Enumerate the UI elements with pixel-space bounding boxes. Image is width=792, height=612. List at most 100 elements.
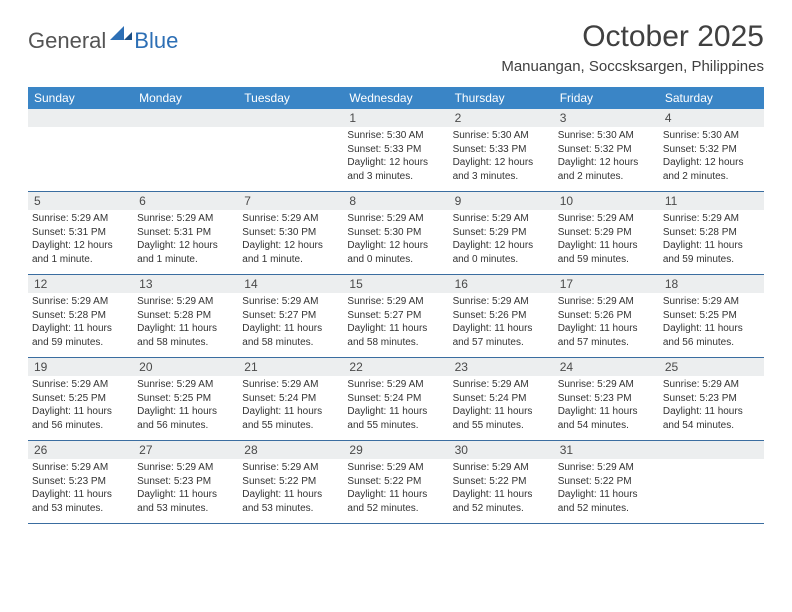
sunrise-text: Sunrise: 5:29 AM (347, 212, 444, 226)
day-cell: 31Sunrise: 5:29 AMSunset: 5:22 PMDayligh… (554, 441, 659, 523)
sunset-text: Sunset: 5:23 PM (32, 475, 129, 489)
day-number: 20 (133, 358, 238, 376)
sunset-text: Sunset: 5:22 PM (558, 475, 655, 489)
daylight-text: Daylight: 11 hours and 58 minutes. (137, 322, 234, 349)
day-cell: 15Sunrise: 5:29 AMSunset: 5:27 PMDayligh… (343, 275, 448, 357)
daylight-text: Daylight: 11 hours and 58 minutes. (242, 322, 339, 349)
sunset-text: Sunset: 5:27 PM (242, 309, 339, 323)
day-cell: 26Sunrise: 5:29 AMSunset: 5:23 PMDayligh… (28, 441, 133, 523)
sunrise-text: Sunrise: 5:30 AM (558, 129, 655, 143)
sunset-text: Sunset: 5:30 PM (347, 226, 444, 240)
sunset-text: Sunset: 5:28 PM (137, 309, 234, 323)
sunset-text: Sunset: 5:24 PM (347, 392, 444, 406)
sunrise-text: Sunrise: 5:29 AM (347, 295, 444, 309)
sunset-text: Sunset: 5:24 PM (453, 392, 550, 406)
daylight-text: Daylight: 11 hours and 57 minutes. (558, 322, 655, 349)
day-cell: 2Sunrise: 5:30 AMSunset: 5:33 PMDaylight… (449, 109, 554, 191)
sunrise-text: Sunrise: 5:30 AM (347, 129, 444, 143)
sunset-text: Sunset: 5:25 PM (663, 309, 760, 323)
sunset-text: Sunset: 5:31 PM (32, 226, 129, 240)
day-cell: 16Sunrise: 5:29 AMSunset: 5:26 PMDayligh… (449, 275, 554, 357)
day-number: 23 (449, 358, 554, 376)
day-cell: 1Sunrise: 5:30 AMSunset: 5:33 PMDaylight… (343, 109, 448, 191)
sunset-text: Sunset: 5:31 PM (137, 226, 234, 240)
daylight-text: Daylight: 11 hours and 59 minutes. (558, 239, 655, 266)
sunrise-text: Sunrise: 5:29 AM (242, 378, 339, 392)
logo-mark-icon (110, 26, 132, 45)
week-row: 26 Sunrise: 5:29 AM Sunset: 5:23 PM Dayligh… (28, 441, 764, 524)
day-number: 26 (28, 441, 133, 459)
day-cell: 8Sunrise: 5:29 AMSunset: 5:30 PMDaylight… (343, 192, 448, 274)
day-cell: 17Sunrise: 5:29 AMSunset: 5:26 PMDayligh… (554, 275, 659, 357)
week-row: 5 Sunrise: 5:29 AM Sunset: 5:31 PM Daylight… (28, 192, 764, 275)
daylight-text: Daylight: 12 hours and 2 minutes. (663, 156, 760, 183)
day-cell: 28 Sunrise: 5:29 AMSunset: 5:22 PMDayligh… (238, 441, 343, 523)
header: General Blue October 2025 Manuangan, Soc… (28, 20, 764, 81)
sunrise-text: Sunrise: 5:29 AM (558, 461, 655, 475)
day-number: 3 (554, 109, 659, 127)
sunset-text: Sunset: 5:22 PM (242, 475, 339, 489)
sunset-text: Sunset: 5:29 PM (558, 226, 655, 240)
daylight-text: Daylight: 11 hours and 56 minutes. (137, 405, 234, 432)
calendar-grid: SundayMondayTuesdayWednesdayThursdayFrid… (28, 87, 764, 524)
day-number-empty (238, 109, 343, 127)
day-cell: 12Sunrise: 5:29 AMSunset: 5:28 PMDayligh… (28, 275, 133, 357)
day-number: 19 (28, 358, 133, 376)
day-cell: 25Sunrise: 5:29 AMSunset: 5:23 PMDayligh… (659, 358, 764, 440)
sunset-text: Sunset: 5:26 PM (453, 309, 550, 323)
weekday-header: Saturday (659, 87, 764, 109)
daylight-text: Daylight: 11 hours and 54 minutes. (558, 405, 655, 432)
sunrise-text: Sunrise: 5:29 AM (242, 295, 339, 309)
day-cell: 20Sunrise: 5:29 AMSunset: 5:25 PMDayligh… (133, 358, 238, 440)
daylight-text: Daylight: 11 hours and 53 minutes. (242, 488, 339, 515)
sunset-text: Sunset: 5:30 PM (242, 226, 339, 240)
sunset-text: Sunset: 5:32 PM (558, 143, 655, 157)
weeks-container: 1Sunrise: 5:30 AMSunset: 5:33 PMDaylight… (28, 109, 764, 524)
day-number: 4 (659, 109, 764, 127)
week-row: 12Sunrise: 5:29 AMSunset: 5:28 PMDayligh… (28, 275, 764, 358)
day-number: 28 (238, 441, 343, 459)
sunset-text: Sunset: 5:33 PM (347, 143, 444, 157)
sunset-text: Sunset: 5:24 PM (242, 392, 339, 406)
weekday-header: Friday (554, 87, 659, 109)
sunrise-text: Sunrise: 5:30 AM (663, 129, 760, 143)
sunset-text: Sunset: 5:33 PM (453, 143, 550, 157)
day-number-empty (133, 109, 238, 127)
day-cell: 22Sunrise: 5:29 AMSunset: 5:24 PMDayligh… (343, 358, 448, 440)
day-cell (659, 441, 764, 523)
day-number: 25 (659, 358, 764, 376)
weekday-header: Sunday (28, 87, 133, 109)
daylight-text: Daylight: 11 hours and 52 minutes. (453, 488, 550, 515)
day-cell: 14 Sunrise: 5:29 AMSunset: 5:27 PMDayligh… (238, 275, 343, 357)
sunrise-text: Sunrise: 5:29 AM (663, 378, 760, 392)
day-cell: 21Sunrise: 5:29 AMSunset: 5:24 PMDayligh… (238, 358, 343, 440)
sunrise-text: Sunrise: 5:29 AM (558, 378, 655, 392)
sunset-text: Sunset: 5:25 PM (137, 392, 234, 406)
title-block: October 2025 Manuangan, Soccsksargen, Ph… (501, 20, 764, 81)
day-cell: 9Sunrise: 5:29 AMSunset: 5:29 PMDaylight… (449, 192, 554, 274)
day-number: 5 (28, 192, 133, 210)
day-number: 8 (343, 192, 448, 210)
sunrise-text: Sunrise: 5:29 AM (663, 212, 760, 226)
day-cell (238, 109, 343, 191)
sunset-text: Sunset: 5:27 PM (347, 309, 444, 323)
daylight-text: Daylight: 12 hours and 3 minutes. (347, 156, 444, 183)
day-cell: 11Sunrise: 5:29 AMSunset: 5:28 PMDayligh… (659, 192, 764, 274)
daylight-text: Daylight: 11 hours and 55 minutes. (347, 405, 444, 432)
day-cell: 23Sunrise: 5:29 AMSunset: 5:24 PMDayligh… (449, 358, 554, 440)
day-cell: 5Sunrise: 5:29 AMSunset: 5:31 PMDaylight… (28, 192, 133, 274)
sunset-text: Sunset: 5:28 PM (663, 226, 760, 240)
day-number: 31 (554, 441, 659, 459)
day-number: 14 (238, 275, 343, 293)
daylight-text: Daylight: 11 hours and 59 minutes. (663, 239, 760, 266)
day-cell: 24Sunrise: 5:29 AMSunset: 5:23 PMDayligh… (554, 358, 659, 440)
day-cell: 6Sunrise: 5:29 AMSunset: 5:31 PMDaylight… (133, 192, 238, 274)
sunrise-text: Sunrise: 5:29 AM (242, 461, 339, 475)
day-cell: 13Sunrise: 5:29 AMSunset: 5:28 PMDayligh… (133, 275, 238, 357)
daylight-text: Daylight: 12 hours and 1 minute. (242, 239, 339, 266)
month-title: October 2025 (501, 20, 764, 54)
sunrise-text: Sunrise: 5:29 AM (453, 461, 550, 475)
sunrise-text: Sunrise: 5:29 AM (663, 295, 760, 309)
day-cell: 3Sunrise: 5:30 AMSunset: 5:32 PMDaylight… (554, 109, 659, 191)
daylight-text: Daylight: 11 hours and 57 minutes. (453, 322, 550, 349)
